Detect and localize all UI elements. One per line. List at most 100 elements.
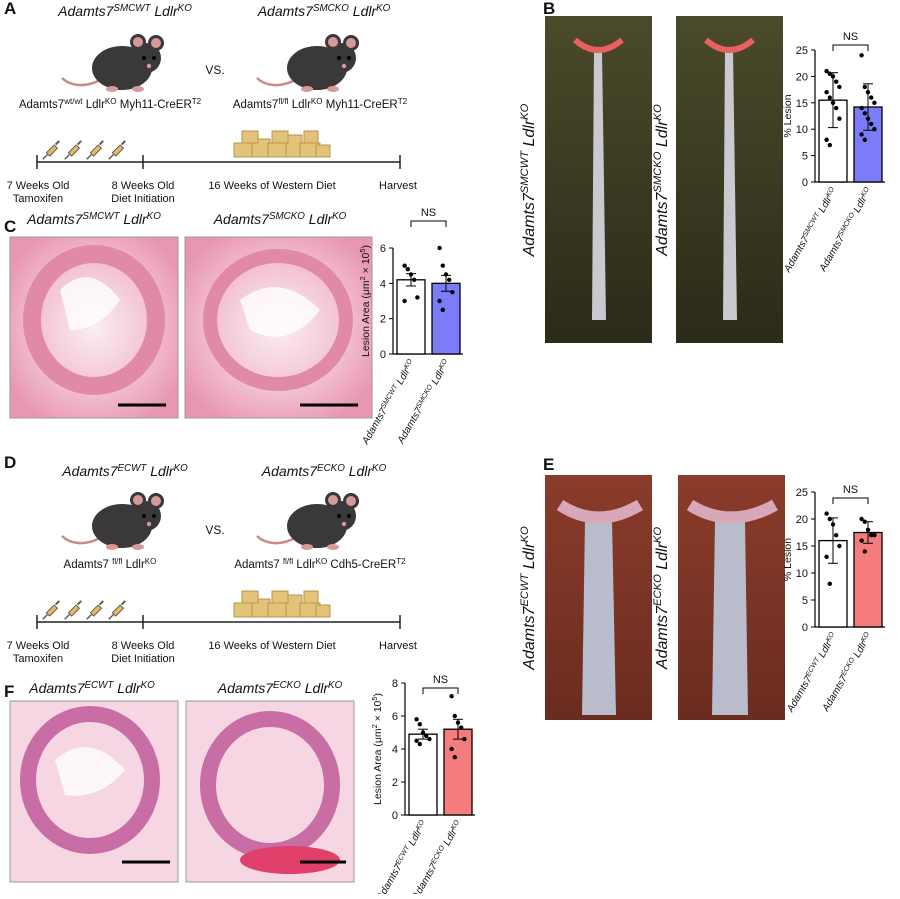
significance-label: NS — [433, 674, 448, 686]
x-tick-label-part: SMCKO — [837, 211, 856, 237]
y-tick-label: 5 — [802, 595, 808, 607]
data-point — [462, 736, 467, 742]
group-title-part: KO — [372, 463, 387, 474]
y-axis-label-part: × 10 — [360, 252, 372, 276]
group-title-part: Ldlr — [349, 3, 378, 19]
group-title-part: Adamts7 — [257, 3, 314, 19]
group-title-part: ECKO — [317, 463, 345, 474]
photo-label-part: Adamts7 — [654, 605, 671, 670]
x-tick-label-part: KO — [438, 357, 449, 370]
data-point — [450, 289, 455, 295]
significance-bracket — [410, 220, 447, 227]
x-tick-label-part: KO — [860, 185, 871, 198]
data-point — [414, 738, 419, 743]
photo-label-part: KO — [519, 526, 531, 542]
bar — [431, 282, 461, 355]
image-title-part: SMCWT — [82, 211, 120, 222]
genotype: Adamts7fl/fl LdlrKO Myh11-CreERT2 — [233, 97, 408, 112]
data-point — [459, 725, 464, 730]
y-axis-label-part: % Lesion — [782, 94, 794, 137]
data-point — [827, 581, 832, 586]
y-tick-label: 10 — [796, 568, 808, 580]
y-axis-label-part: 5 — [358, 248, 367, 252]
genotype-part: fl/fl — [112, 557, 122, 566]
group-title-part: Adamts7 — [57, 3, 114, 19]
data-point — [872, 533, 877, 538]
histology-image — [184, 236, 373, 419]
image-title: Adamts7SMCKO LdlrKO — [213, 211, 347, 228]
group-title-part: Ldlr — [146, 463, 175, 479]
group-title-part: Ldlr — [150, 3, 179, 19]
y-axis-label-part: × 10 — [372, 700, 384, 724]
genotype-part: Ldlr — [83, 99, 106, 111]
aorta-photo — [676, 16, 783, 343]
image-title: Adamts7SMCWT LdlrKO — [26, 211, 161, 228]
data-point — [837, 84, 842, 90]
image-title-part: ECKO — [273, 680, 301, 691]
genotype-part: T2 — [396, 557, 406, 566]
timeline-label: 7 Weeks Old — [7, 640, 70, 652]
data-point — [862, 519, 867, 524]
group-title-part: SMCKO — [313, 3, 349, 14]
image-title-part: SMCKO — [269, 211, 305, 222]
x-tick-label-part: Ldlr — [393, 366, 413, 389]
genotype-part: KO — [316, 557, 328, 566]
group-title-part: Adamts7 — [61, 463, 118, 479]
vs-label: VS. — [205, 523, 224, 537]
data-point — [834, 105, 839, 111]
data-point — [872, 100, 877, 106]
mouse-icon — [60, 32, 166, 94]
y-axis-label: % Lesion — [782, 94, 794, 137]
image-title-part: KO — [147, 211, 162, 222]
timeline — [36, 615, 401, 629]
data-point — [827, 516, 832, 522]
data-point — [837, 543, 842, 549]
genotype-part: fl/fl — [278, 97, 288, 106]
image-title-part: Adamts7 — [217, 680, 274, 696]
y-tick-label: 20 — [796, 71, 808, 83]
data-point — [830, 74, 836, 79]
mouse-icon — [255, 32, 361, 94]
data-point — [427, 736, 432, 742]
data-point — [837, 116, 842, 121]
genotype-part: KO — [105, 97, 117, 106]
image-title-part: KO — [141, 680, 156, 691]
data-point — [827, 71, 832, 76]
panel-label: C — [4, 217, 16, 236]
histology-image — [185, 700, 355, 883]
y-axis-label-part: ) — [360, 245, 372, 249]
group-title: Adamts7SMCKO LdlrKO — [257, 3, 391, 20]
photo-label-part: KO — [519, 103, 531, 119]
timeline-label: Diet Initiation — [111, 653, 175, 665]
histology-image — [9, 236, 179, 419]
image-title-part: Adamts7 — [28, 680, 85, 696]
y-tick-label: 4 — [392, 744, 398, 756]
genotype-part: Adamts7 — [64, 559, 113, 571]
data-point — [402, 298, 407, 304]
mouse-icon — [255, 490, 361, 552]
vs-label: VS. — [205, 63, 224, 77]
diet-icon — [233, 130, 331, 158]
syringes — [41, 600, 127, 621]
photo-label-part: Adamts7 — [521, 192, 538, 257]
genotype: Adamts7 fl/fl LdlrKO — [64, 557, 157, 572]
x-tick-label-part: SMCWT — [802, 211, 822, 238]
data-point — [414, 717, 419, 722]
data-point — [872, 127, 877, 132]
genotype-part: Ldlr — [293, 559, 316, 571]
y-tick-label: 5 — [802, 151, 808, 163]
bar — [396, 279, 426, 355]
x-tick-label-part: SMCKO — [415, 383, 434, 409]
x-tick-label-part: KO — [825, 185, 836, 198]
y-axis-label: Lesion Area (μm2 × 105) — [358, 245, 373, 357]
photo-label-part: SMCWT — [519, 150, 531, 193]
data-point — [869, 95, 874, 100]
y-tick-label: 25 — [796, 45, 808, 57]
group-title-part: KO — [178, 3, 193, 14]
genotype: Adamts7 fl/fl LdlrKO Cdh5-CreERT2 — [234, 557, 406, 572]
data-point — [452, 755, 457, 760]
image-title-part: KO — [328, 680, 343, 691]
aorta-photo — [545, 475, 652, 720]
panel-label: F — [4, 682, 14, 701]
x-tick-label-part: Ldlr — [428, 366, 448, 389]
